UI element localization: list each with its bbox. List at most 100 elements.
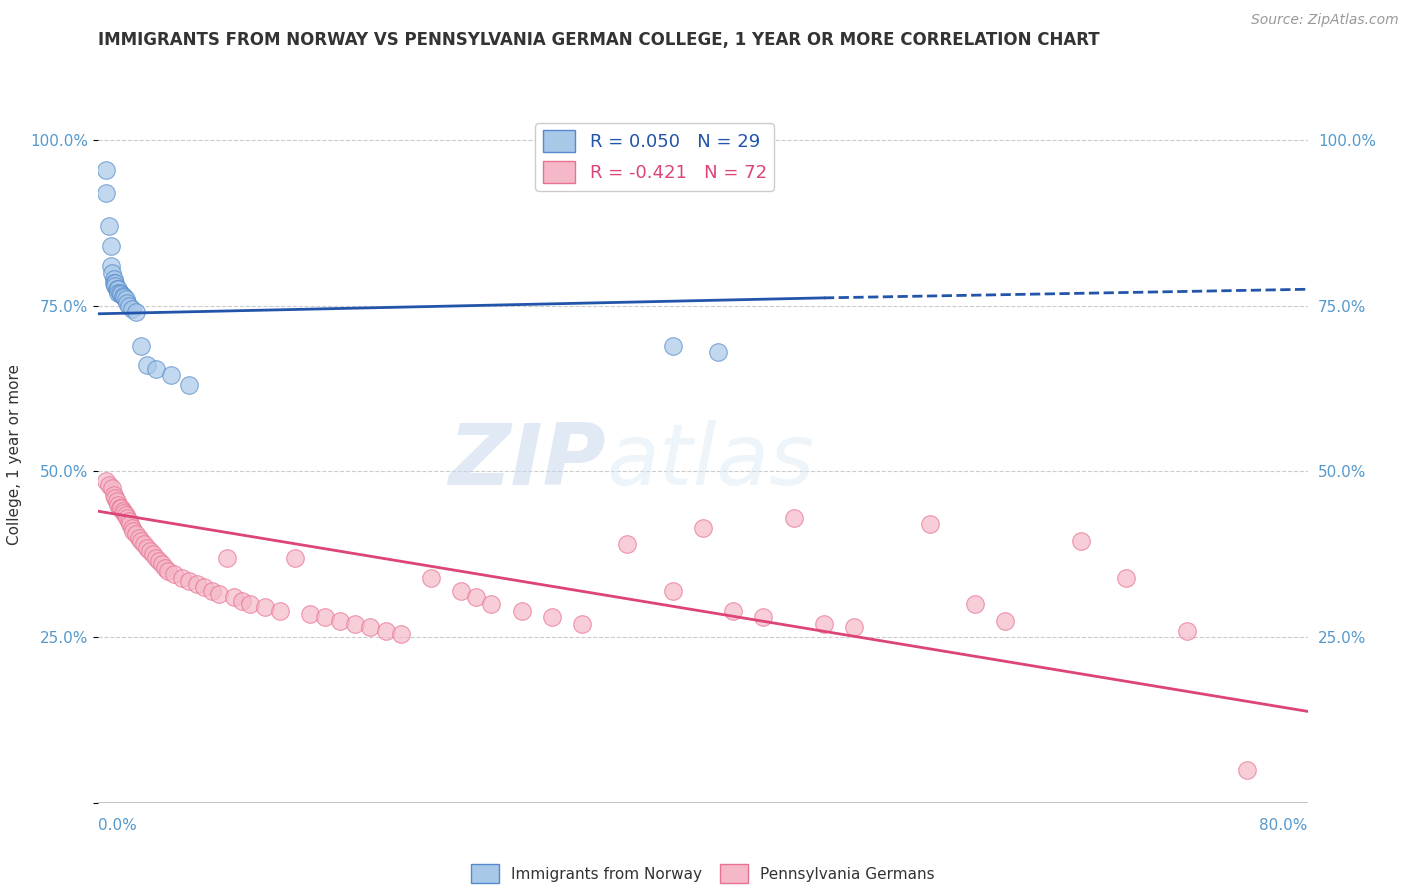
Point bbox=[420, 570, 443, 584]
Point bbox=[193, 581, 215, 595]
Point bbox=[224, 591, 246, 605]
Point bbox=[94, 475, 117, 489]
Point bbox=[118, 299, 141, 313]
Point bbox=[94, 186, 117, 201]
Point bbox=[145, 361, 167, 376]
Point bbox=[120, 517, 142, 532]
Point bbox=[1115, 570, 1137, 584]
Point bbox=[108, 500, 131, 515]
Point bbox=[360, 620, 382, 634]
Point bbox=[121, 521, 143, 535]
Point bbox=[114, 292, 136, 306]
Point bbox=[98, 219, 121, 234]
Point bbox=[616, 537, 638, 551]
Point bbox=[132, 537, 155, 551]
Point bbox=[540, 610, 562, 624]
Point bbox=[844, 620, 866, 634]
Point bbox=[148, 554, 170, 568]
Point bbox=[107, 282, 129, 296]
Point bbox=[1236, 763, 1258, 777]
Legend: Immigrants from Norway, Pennsylvania Germans: Immigrants from Norway, Pennsylvania Ger… bbox=[465, 858, 941, 889]
Text: 80.0%: 80.0% bbox=[1260, 818, 1308, 832]
Point bbox=[239, 597, 262, 611]
Point bbox=[692, 521, 714, 535]
Point bbox=[104, 279, 127, 293]
Point bbox=[121, 302, 143, 317]
Point bbox=[110, 500, 132, 515]
Point bbox=[135, 541, 157, 555]
Point bbox=[314, 610, 336, 624]
Y-axis label: College, 1 year or more: College, 1 year or more bbox=[7, 365, 21, 545]
Text: 0.0%: 0.0% bbox=[98, 818, 138, 832]
Text: IMMIGRANTS FROM NORWAY VS PENNSYLVANIA GERMAN COLLEGE, 1 YEAR OR MORE CORRELATIO: IMMIGRANTS FROM NORWAY VS PENNSYLVANIA G… bbox=[98, 31, 1099, 49]
Point bbox=[1070, 534, 1092, 549]
Point bbox=[104, 276, 127, 290]
Point bbox=[752, 610, 775, 624]
Point bbox=[299, 607, 322, 621]
Point bbox=[813, 616, 835, 631]
Point bbox=[135, 359, 157, 373]
Point bbox=[139, 544, 162, 558]
Point bbox=[918, 517, 941, 532]
Point bbox=[105, 282, 128, 296]
Point bbox=[662, 583, 685, 598]
Point bbox=[707, 345, 730, 359]
Point bbox=[723, 604, 745, 618]
Point bbox=[103, 488, 125, 502]
Point bbox=[374, 624, 396, 638]
Point bbox=[115, 511, 138, 525]
Point bbox=[994, 614, 1017, 628]
Text: Source: ZipAtlas.com: Source: ZipAtlas.com bbox=[1251, 13, 1399, 28]
Point bbox=[105, 494, 128, 508]
Point bbox=[122, 524, 145, 538]
Point bbox=[965, 597, 987, 611]
Point bbox=[129, 534, 152, 549]
Point bbox=[101, 266, 124, 280]
Point bbox=[110, 286, 132, 301]
Point bbox=[125, 305, 148, 319]
Point bbox=[170, 570, 193, 584]
Point bbox=[329, 614, 352, 628]
Point bbox=[111, 504, 134, 518]
Point bbox=[98, 477, 121, 491]
Point bbox=[269, 604, 291, 618]
Point bbox=[253, 600, 276, 615]
Point bbox=[114, 508, 136, 522]
Point bbox=[94, 163, 117, 178]
Point bbox=[153, 560, 176, 574]
Point bbox=[128, 531, 150, 545]
Point bbox=[465, 591, 488, 605]
Point bbox=[103, 272, 125, 286]
Point bbox=[160, 368, 183, 383]
Point bbox=[450, 583, 472, 598]
Point bbox=[201, 583, 224, 598]
Text: ZIP: ZIP bbox=[449, 420, 606, 503]
Point bbox=[208, 587, 231, 601]
Point bbox=[129, 338, 152, 352]
Point bbox=[783, 511, 806, 525]
Point bbox=[118, 514, 141, 528]
Point bbox=[179, 574, 201, 588]
Point bbox=[510, 604, 533, 618]
Point bbox=[115, 295, 138, 310]
Point bbox=[100, 259, 122, 273]
Point bbox=[481, 597, 503, 611]
Point bbox=[142, 547, 165, 561]
Point bbox=[111, 289, 134, 303]
Point bbox=[389, 627, 412, 641]
Point bbox=[344, 616, 367, 631]
Point bbox=[103, 276, 125, 290]
Point bbox=[179, 378, 201, 392]
Point bbox=[231, 593, 253, 607]
Point bbox=[107, 498, 129, 512]
Point bbox=[112, 506, 135, 520]
Point bbox=[125, 527, 148, 541]
Point bbox=[104, 491, 127, 505]
Point bbox=[186, 577, 208, 591]
Point bbox=[662, 338, 685, 352]
Point bbox=[1175, 624, 1198, 638]
Point bbox=[112, 290, 135, 304]
Point bbox=[215, 550, 238, 565]
Point bbox=[284, 550, 307, 565]
Point bbox=[108, 285, 131, 300]
